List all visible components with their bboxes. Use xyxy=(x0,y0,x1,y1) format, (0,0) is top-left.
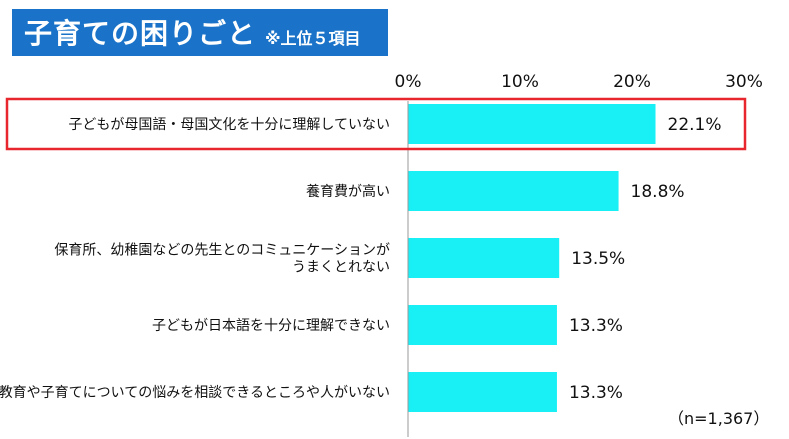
category-label-line: 養育費が高い xyxy=(306,183,390,200)
bar xyxy=(408,104,656,144)
bar-value-label: 13.3% xyxy=(569,383,623,403)
category-label-line: うまくとれない xyxy=(292,260,390,276)
bar-value-label: 22.1% xyxy=(668,115,722,135)
category-label: 子どもが日本語を十分に理解できない xyxy=(152,318,390,334)
sample-size-note: （n=1,367） xyxy=(668,409,770,428)
bar xyxy=(408,171,619,211)
bar xyxy=(408,372,557,412)
category-label: 子どもが母国語・母国文化を十分に理解していない xyxy=(68,117,390,133)
bar-value-label: 13.5% xyxy=(571,249,625,269)
category-label: 保育所、幼稚園などの先生とのコミュニケーションがうまくとれない xyxy=(54,243,390,276)
highlight-frame xyxy=(5,97,747,151)
title-banner: 子育ての困りごと ※上位５項目 xyxy=(12,9,388,56)
category-label: 養育費が高い xyxy=(306,183,390,200)
chart-title: 子育ての困りごと xyxy=(24,17,257,50)
category-label-line: 教育や子育てについての悩みを相談できるところや人がいない xyxy=(0,385,390,401)
x-tick-label: 10% xyxy=(501,72,539,92)
x-tick-label: 30% xyxy=(725,72,763,92)
category-label-line: 保育所、幼稚園などの先生とのコミュニケーションが xyxy=(54,243,390,259)
category-label-line: 子どもが母国語・母国文化を十分に理解していない xyxy=(68,117,390,133)
bar-value-label: 18.8% xyxy=(631,182,685,202)
bar xyxy=(408,305,557,345)
chart-subtitle: ※上位５項目 xyxy=(265,29,361,48)
category-label-line: 子どもが日本語を十分に理解できない xyxy=(152,318,390,334)
bar xyxy=(408,238,560,278)
x-tick-label: 0% xyxy=(395,72,422,92)
x-tick-label: 20% xyxy=(613,72,651,92)
bar-value-label: 13.3% xyxy=(569,316,623,336)
category-label: 教育や子育てについての悩みを相談できるところや人がいない xyxy=(0,385,390,401)
